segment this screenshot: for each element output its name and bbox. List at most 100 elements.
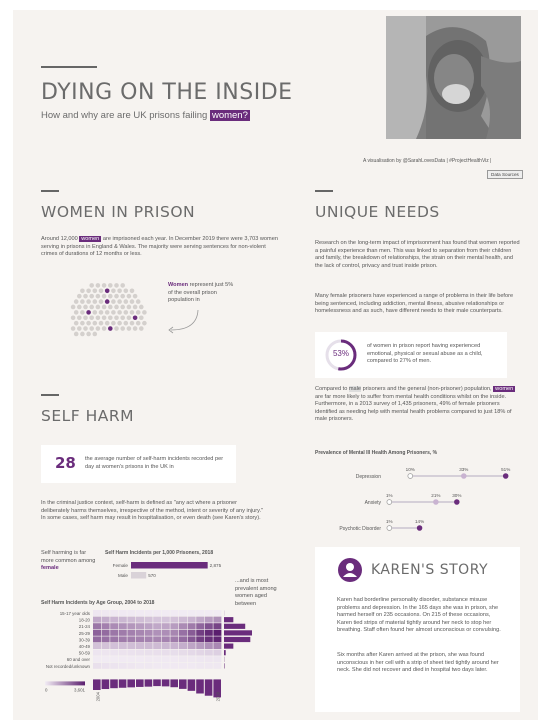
- heatmap-cell: [127, 643, 136, 649]
- heatmap-col-total-bar: [196, 679, 204, 694]
- subtitle-text: How and why are are UK prisons failing: [41, 110, 210, 121]
- heatmap-cell: [118, 656, 127, 663]
- heatmap-cell: [204, 636, 213, 643]
- dot-prisoner: [123, 310, 129, 315]
- heatmap-cell: [196, 656, 205, 663]
- person-icon: [338, 558, 362, 582]
- heatmap-cell: [161, 610, 170, 616]
- dot-prisoner: [126, 315, 132, 321]
- heatmap-col-total-bar: [153, 679, 161, 687]
- heatmap-cell: [127, 656, 136, 663]
- heatmap-cell: [136, 643, 144, 649]
- dot-prisoner: [89, 293, 94, 299]
- heatmap-cell: [136, 610, 144, 616]
- heatmap-cell: [93, 623, 101, 630]
- heatmap-age-label: 60 and over: [67, 657, 91, 662]
- heatmap-col-total-bar: [170, 679, 178, 688]
- mh-female-point: [502, 473, 509, 479]
- heatmap-cell: [144, 643, 153, 649]
- dot-prisoner: [86, 320, 91, 326]
- dot-prisoner: [95, 326, 101, 331]
- mh-row-label: Anxiety: [365, 500, 382, 506]
- heatmap-cell: [170, 649, 179, 656]
- dot-prisoner: [92, 310, 98, 315]
- dot-prisoner: [117, 320, 122, 326]
- dot-prisoner: [132, 293, 138, 299]
- heatmap-cell: [93, 636, 101, 643]
- heatmap-col-total-bar: [187, 679, 196, 691]
- subtitle-highlight: women?: [209, 110, 250, 121]
- abuse-stat-card: 53% of women in prison report having exp…: [315, 332, 507, 378]
- heatmap-cell: [110, 649, 119, 656]
- dot-prisoner: [120, 304, 125, 310]
- dot-prisoner: [89, 315, 94, 321]
- dot-prisoner: [129, 320, 135, 326]
- dot-prisoner: [77, 293, 82, 299]
- dot-prisoner: [120, 326, 125, 331]
- heatmap-cell: [179, 623, 187, 630]
- heatmap-cell: [93, 610, 101, 616]
- dot-prisoner: [89, 283, 94, 288]
- dot-prisoner: [98, 288, 104, 294]
- mh-row-label: Depression: [356, 474, 382, 480]
- heatmap-cell: [144, 629, 153, 636]
- heatmap-cell: [187, 623, 196, 630]
- mh-general-point: [386, 525, 393, 531]
- women-para-post: are imprisoned each year. In December 20…: [41, 236, 278, 258]
- heatmap-col-total-bar: [127, 679, 135, 688]
- dot-prisoner: [86, 331, 91, 337]
- dot-prisoner: [73, 310, 79, 315]
- heatmap-cell: [170, 656, 179, 663]
- heatmap-age-label: Not recorded/unknown: [46, 664, 91, 669]
- heatmap-cell: [101, 649, 110, 656]
- dot-prisoner: [83, 304, 88, 310]
- heatmap-cell: [170, 629, 179, 636]
- dot-prisoner: [117, 299, 122, 304]
- heatmap-age-label: 50-59: [79, 651, 91, 656]
- heatmap-cell: [93, 656, 101, 663]
- heatmap-cell: [110, 629, 119, 636]
- women-in-prison-heading: WOMEN IN PRISON: [41, 203, 196, 221]
- heatmap-cell: [144, 656, 153, 663]
- women-para-highlight: women: [79, 236, 102, 242]
- mh-general-point: [407, 473, 414, 479]
- heatmap-cell: [153, 636, 162, 643]
- heatmap-year-end: 2018: [216, 691, 221, 701]
- dot-prisoner: [104, 310, 110, 315]
- dot-women: [108, 326, 113, 331]
- self-harm-stat-card: 28 the average number of self-harm incid…: [41, 445, 236, 483]
- karen-paragraph-2: Six months after Karen arrived at the pr…: [337, 652, 499, 674]
- dot-prisoner: [95, 293, 101, 299]
- dot-prisoner: [129, 288, 135, 294]
- rate-category-label: Male: [118, 573, 128, 578]
- dot-prisoner: [89, 326, 94, 331]
- heatmap-cell: [110, 610, 119, 616]
- heatmap-cell: [127, 662, 136, 669]
- karens-story-heading: KAREN'S STORY: [371, 562, 489, 578]
- heatmap-cell: [93, 616, 101, 623]
- dot-prisoner: [123, 288, 129, 294]
- data-sources-button[interactable]: Data Sources: [487, 170, 523, 179]
- dot-prisoner: [86, 288, 91, 294]
- needs-rule: [315, 190, 333, 192]
- para3-male: male: [348, 386, 362, 392]
- heatmap-age-label: 25-29: [79, 631, 91, 636]
- heatmap-col-total-bar: [144, 679, 153, 687]
- heatmap-cell: [118, 629, 127, 636]
- heatmap-cell: [213, 643, 222, 649]
- heatmap-cell: [170, 636, 179, 643]
- dot-prisoner: [111, 320, 116, 326]
- heatmap-cell: [101, 662, 110, 669]
- dot-prisoner: [139, 326, 144, 331]
- header-photo: [386, 16, 521, 139]
- dot-prisoner: [86, 299, 91, 304]
- self-harm-left-note: Self harming is far more common among fe…: [41, 550, 96, 573]
- heatmap-age-label: 40-49: [79, 644, 91, 649]
- heatmap-cell: [110, 643, 119, 649]
- dot-prisoner: [108, 283, 113, 288]
- heatmap-cell: [161, 623, 170, 630]
- self-harm-rule: [41, 394, 59, 396]
- heatmap-cell: [101, 656, 110, 663]
- dot-prisoner: [114, 293, 119, 299]
- heatmap-cell: [204, 656, 213, 663]
